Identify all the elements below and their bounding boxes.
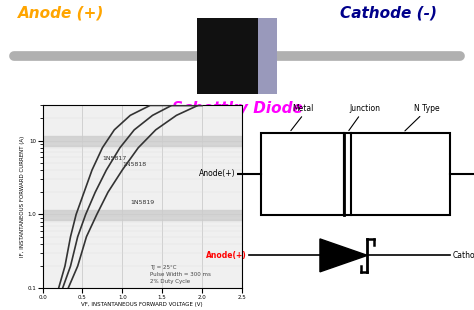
Bar	[43, 136, 242, 146]
Text: Anode(+): Anode(+)	[206, 251, 246, 260]
Text: Schottky Diode: Schottky Diode	[172, 101, 302, 116]
Text: Anode(+): Anode(+)	[199, 170, 236, 179]
Bar	[261, 133, 344, 215]
Text: TJ = 25°C
Pulse Width = 300 ms
2% Duty Cycle: TJ = 25°C Pulse Width = 300 ms 2% Duty C…	[150, 265, 211, 284]
Polygon shape	[320, 239, 367, 272]
Text: N Type: N Type	[414, 104, 439, 113]
Text: Junction: Junction	[349, 104, 381, 113]
Bar	[258, 18, 277, 94]
Text: Metal: Metal	[292, 104, 314, 113]
Bar	[344, 133, 450, 215]
Text: Cathode(-): Cathode(-)	[453, 251, 474, 260]
Text: Cathode (-): Cathode (-)	[340, 6, 437, 21]
Bar	[197, 18, 277, 94]
Y-axis label: IF, INSTANTANEOUS FORWARD CURRENT (A): IF, INSTANTANEOUS FORWARD CURRENT (A)	[20, 136, 25, 258]
Text: 1N5818: 1N5818	[122, 162, 146, 167]
Text: 1N5819: 1N5819	[130, 200, 155, 205]
Bar	[43, 210, 242, 220]
X-axis label: VF, INSTANTANEOUS FORWARD VOLTAGE (V): VF, INSTANTANEOUS FORWARD VOLTAGE (V)	[82, 302, 203, 307]
Text: Anode (+): Anode (+)	[18, 6, 105, 21]
Text: 1N5817: 1N5817	[102, 156, 127, 161]
